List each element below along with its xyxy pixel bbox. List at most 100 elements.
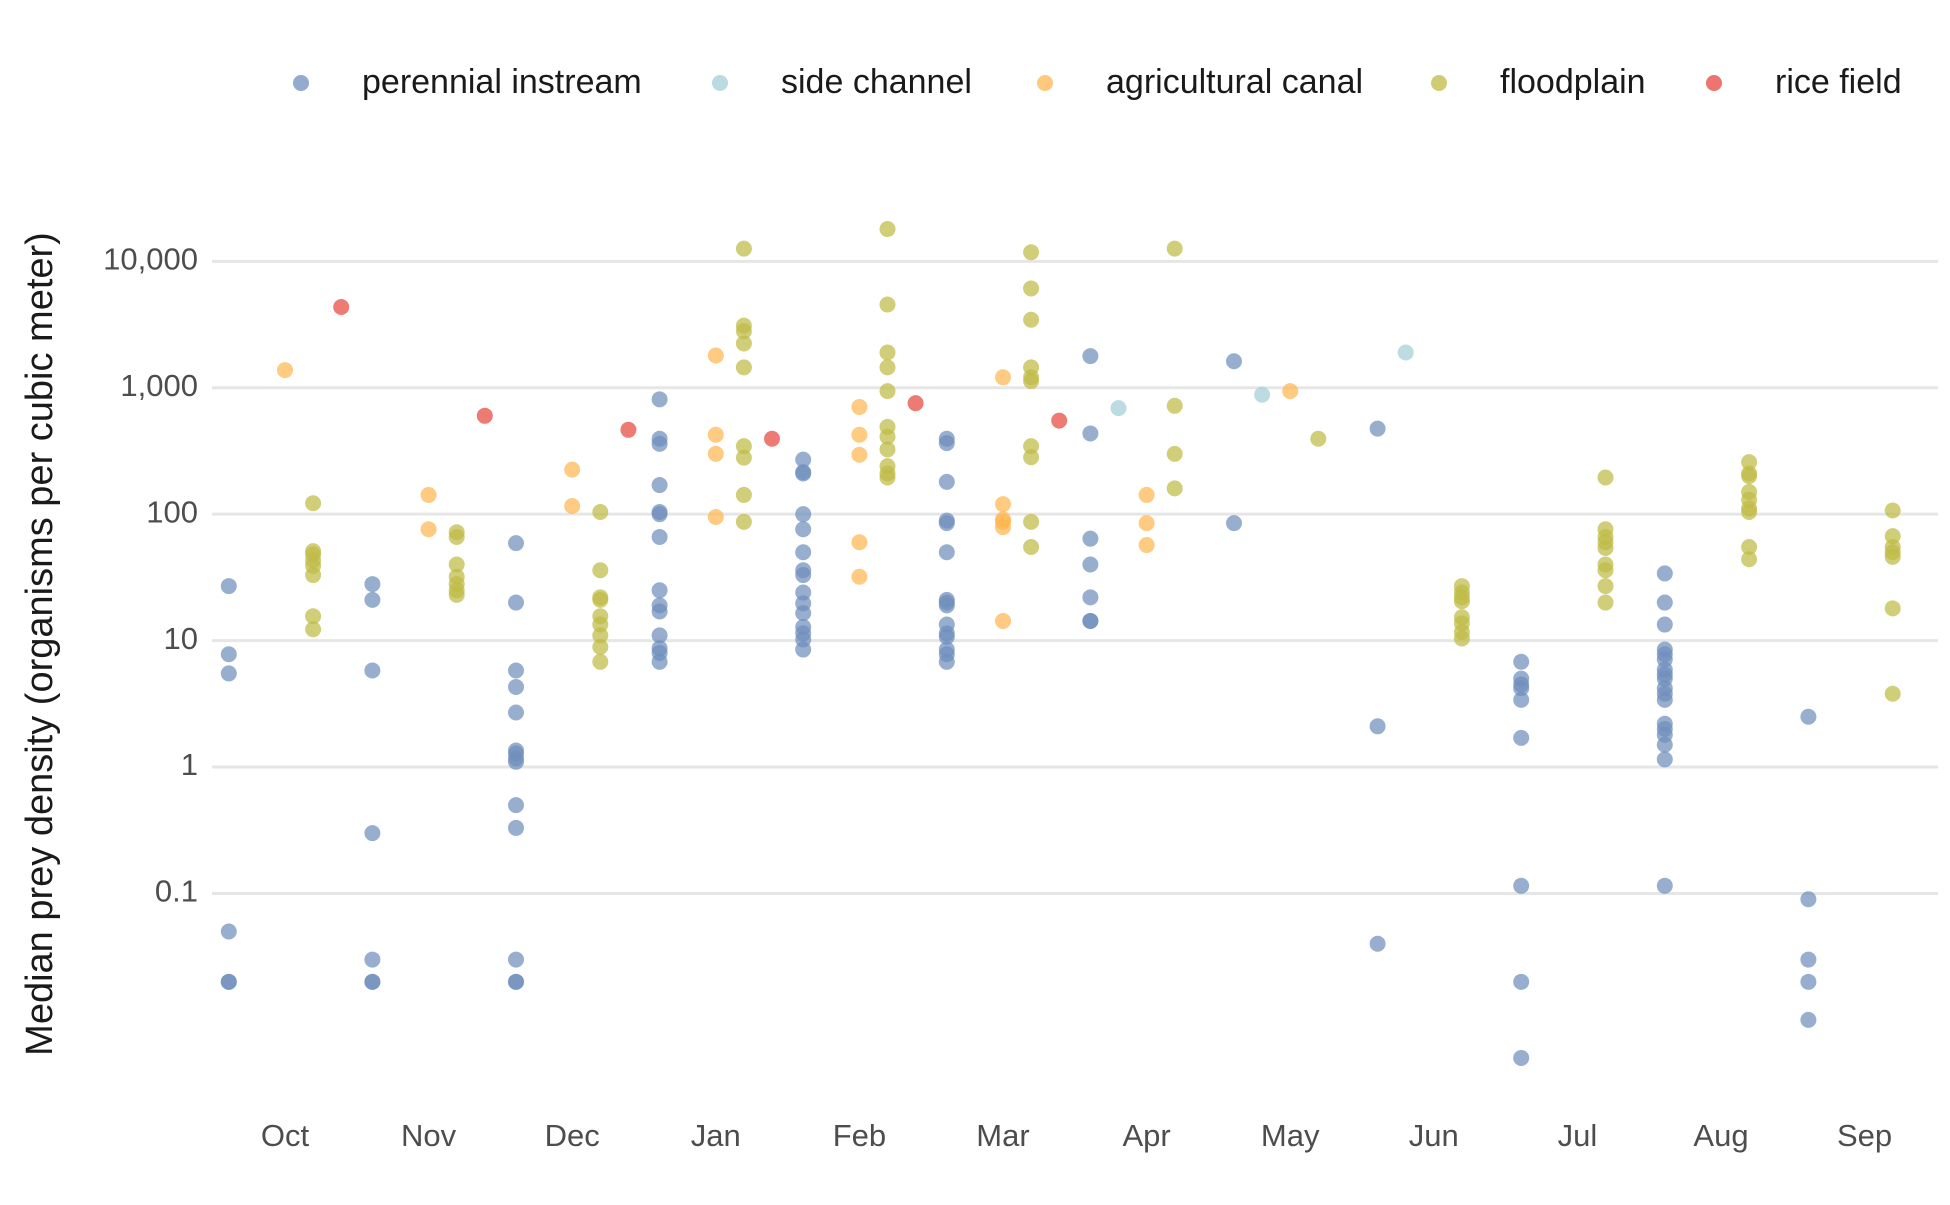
point — [476, 407, 493, 424]
point — [220, 646, 237, 663]
point — [364, 973, 381, 990]
point — [1166, 445, 1183, 462]
point — [508, 753, 524, 770]
point — [305, 621, 322, 638]
point — [995, 612, 1011, 629]
y-axis-label: Median prey density (organisms per cubic… — [19, 232, 61, 1056]
point — [851, 426, 868, 443]
point — [1166, 240, 1183, 257]
point — [1741, 539, 1758, 556]
x-tick-label: Mar — [976, 1118, 1029, 1153]
point — [1453, 593, 1470, 610]
point — [795, 506, 812, 523]
point — [795, 544, 812, 561]
point — [735, 449, 752, 466]
legend-label: rice field — [1775, 63, 1902, 101]
point — [220, 923, 237, 940]
point — [1226, 515, 1242, 532]
point — [448, 586, 465, 603]
point — [851, 568, 868, 585]
point — [938, 653, 955, 670]
point — [277, 362, 293, 379]
point — [995, 496, 1011, 513]
legend-label: side channel — [781, 63, 972, 101]
y-tick-label: 10,000 — [103, 242, 198, 277]
y-tick-label: 100 — [146, 494, 198, 529]
point — [1656, 594, 1673, 611]
point — [1597, 594, 1614, 611]
point — [938, 544, 955, 561]
point — [938, 597, 955, 614]
point — [1656, 691, 1673, 708]
legend-marker — [1431, 75, 1447, 91]
x-tick-label: May — [1261, 1118, 1320, 1153]
legend-marker — [293, 75, 309, 91]
y-tick-label: 10 — [164, 621, 198, 656]
point — [879, 469, 896, 486]
point — [1597, 562, 1614, 579]
point — [1513, 653, 1530, 670]
point — [938, 473, 955, 490]
series-points — [333, 299, 1068, 447]
point — [1166, 397, 1183, 414]
point — [795, 567, 812, 584]
point — [879, 428, 896, 445]
point — [1513, 877, 1530, 894]
point — [508, 535, 524, 552]
point — [651, 435, 668, 452]
point — [220, 973, 237, 990]
point — [795, 521, 812, 538]
point — [1453, 630, 1470, 647]
point — [592, 562, 609, 579]
point — [1369, 718, 1386, 735]
point — [1597, 578, 1614, 595]
x-tick-label: Apr — [1122, 1118, 1170, 1153]
series-points — [305, 221, 1901, 702]
point — [879, 296, 896, 313]
point — [1226, 353, 1242, 370]
point — [1082, 530, 1099, 547]
point — [1884, 548, 1901, 565]
x-tick-label: Nov — [401, 1118, 457, 1153]
point — [1138, 537, 1155, 554]
y-tick-label: 1 — [181, 747, 198, 782]
point — [1023, 438, 1040, 455]
point — [851, 446, 868, 463]
y-tick-label: 0.1 — [155, 874, 198, 909]
point — [305, 567, 322, 584]
point — [1513, 1049, 1530, 1066]
point — [1110, 400, 1127, 417]
point — [364, 825, 381, 842]
point — [364, 951, 381, 968]
point — [1138, 486, 1155, 503]
point — [1800, 708, 1817, 725]
point — [1082, 425, 1099, 442]
point — [1800, 951, 1817, 968]
point — [1656, 751, 1673, 768]
point — [938, 435, 955, 452]
point — [707, 508, 724, 525]
x-tick-label: Dec — [545, 1118, 600, 1153]
point — [1800, 891, 1817, 908]
point — [707, 347, 724, 364]
legend-label: floodplain — [1500, 63, 1646, 101]
point — [564, 498, 581, 515]
point — [1884, 600, 1901, 617]
point — [1138, 515, 1155, 532]
point — [1656, 736, 1673, 753]
point — [564, 461, 581, 478]
point — [651, 603, 668, 620]
point — [1254, 386, 1271, 403]
point — [1369, 420, 1386, 437]
point — [508, 951, 524, 968]
point — [879, 344, 896, 361]
point — [707, 426, 724, 443]
point — [1741, 454, 1758, 471]
point — [220, 665, 237, 682]
series-points — [277, 347, 1299, 629]
series-points — [220, 348, 1817, 1066]
point — [851, 398, 868, 415]
x-tick-label: Sep — [1837, 1118, 1892, 1153]
x-tick-label: Jun — [1409, 1118, 1459, 1153]
